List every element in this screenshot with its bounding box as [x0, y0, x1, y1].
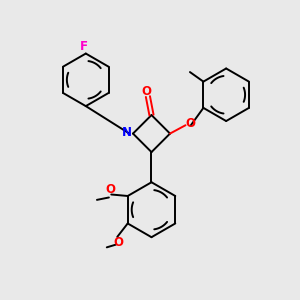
Text: O: O: [186, 117, 196, 130]
Text: O: O: [114, 236, 124, 249]
Text: N: N: [122, 127, 131, 140]
Text: O: O: [106, 183, 116, 196]
Text: F: F: [80, 40, 88, 53]
Text: O: O: [142, 85, 152, 98]
